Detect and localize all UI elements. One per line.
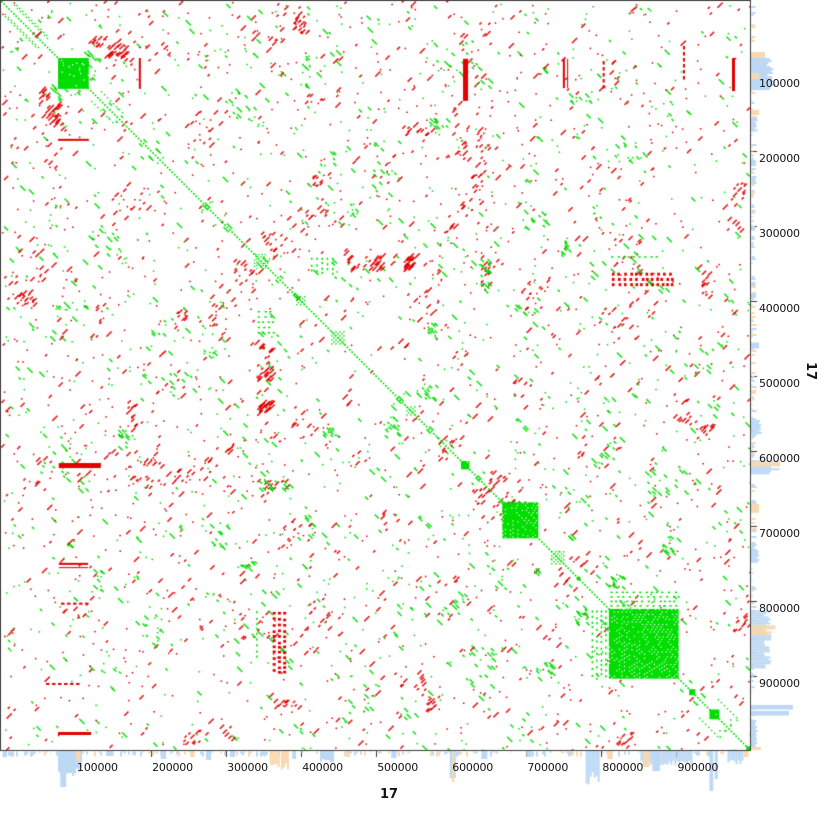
- dotplot-figure: 17 17 100000 200000 300000 400000 500000 6000…: [0, 0, 830, 830]
- dotplot-canvas: [0, 0, 830, 830]
